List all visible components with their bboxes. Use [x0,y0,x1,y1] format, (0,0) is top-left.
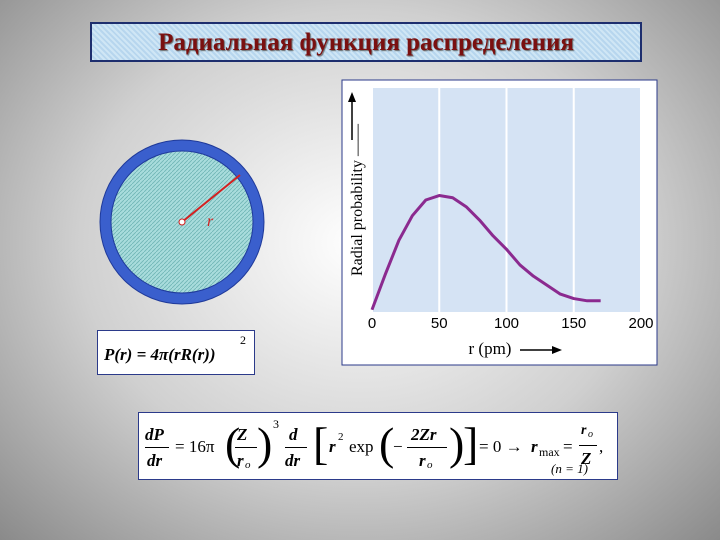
f-ro: r [581,423,587,438]
f-2zr: 2Zr [411,425,437,444]
f-lbr: [ [313,418,329,469]
f-d: d [289,425,298,444]
f-exp: exp [349,437,374,456]
f-comma: , [599,437,604,456]
f-coef: = 16π [175,437,215,456]
center [178,218,186,226]
f-r2: r [329,437,336,456]
f-zero: = 0 → [479,437,523,456]
f-rpar2: ) [449,418,465,469]
f-rpar: ) [257,418,273,469]
f-dp: dP [145,425,164,444]
f-z: Z [237,425,248,444]
f-cube: 3 [273,417,279,431]
f-lpar: ( [225,418,241,469]
radius-label: r [207,213,214,230]
f-n: (n = 1) [551,461,588,476]
f-o2: o [427,459,433,471]
formula-power: 2 [240,333,246,347]
f-rmax: r [531,437,538,456]
x-tick-label: 150 [561,315,586,332]
x-tick-label: 100 [494,315,519,332]
radius-line [181,174,241,223]
formula-2: dP dr = 16π ( Z r o ) 3 d dr [ r 2 exp (… [138,412,618,480]
axis-arrowhead [552,346,562,354]
f-dr: dr [147,451,163,470]
f-dr2: dr [285,451,301,470]
title: Радиальная функция распределения [158,29,574,56]
f-max: max [539,445,560,459]
f-rbr: ] [463,418,479,469]
y-arrowhead [348,92,356,102]
f-eq: = [563,437,573,456]
f-r3: r [419,451,426,470]
f-lpar2: ( [379,418,395,469]
x-tick-label: 200 [628,315,653,332]
x-tick-label: 0 [368,315,376,332]
formula-body: P(r) = 4π(rR(r)) [104,345,216,364]
formula-1: P(r) = 4π(rR(r)) 2 [97,330,255,375]
f-o: o [245,459,251,471]
x-tick-label: 50 [431,315,448,332]
f-r: r [237,451,244,470]
curve [370,194,601,311]
y-axis-label: Radial probability —— [349,123,366,276]
f-minus: − [393,437,403,456]
f-sq: 2 [338,431,344,443]
x-axis-label: r (pm) [469,339,512,358]
f-z2: Z [581,449,592,468]
f-o3: o [588,429,593,440]
title-box: Радиальная функция распределения [90,22,642,62]
chart: 0 50 100 150 200 Radial probability —— r (pm) [348,88,654,358]
